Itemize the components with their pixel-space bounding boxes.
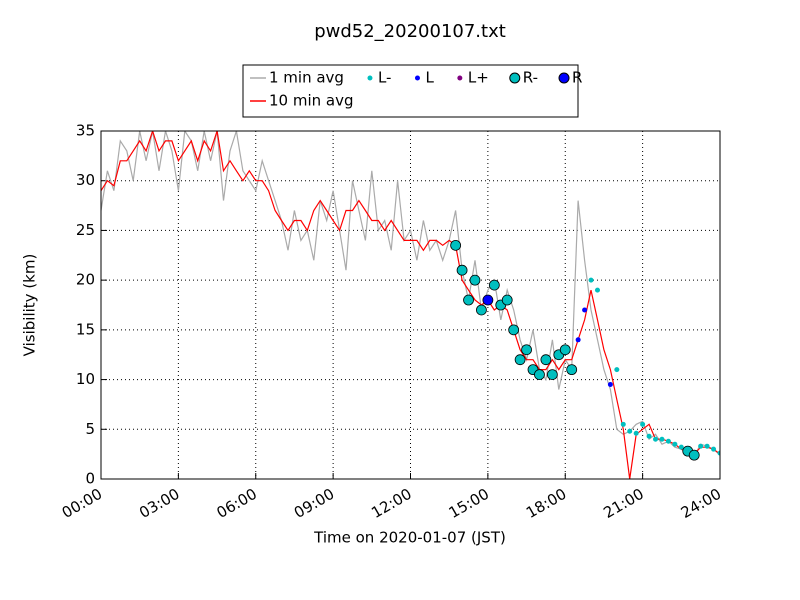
series-line [101,131,720,457]
legend-label: R- [523,69,538,87]
x-tick-label: 15:00 [446,485,492,522]
x-tick-label: 00:00 [59,485,105,522]
data-point [640,421,646,427]
data-point [582,307,588,313]
x-tick-label: 06:00 [214,485,260,522]
data-point [659,436,665,442]
data-point [717,450,720,456]
legend-label: 10 min avg [269,92,354,110]
y-tick-label: 15 [76,320,95,338]
legend-swatch [414,75,420,81]
data-point [594,287,600,293]
data-point [653,436,659,442]
plot-area [101,131,720,479]
legend-label: R [572,69,582,87]
y-tick-label: 10 [76,370,95,388]
data-point [704,443,710,449]
y-tick-label: 35 [76,122,95,140]
data-point [665,438,671,444]
data-point [463,294,474,306]
legend-box [242,64,579,118]
y-tick-label: 0 [85,470,95,488]
y-axis-label: Visibility (km) [21,254,39,357]
x-tick-label: 12:00 [368,485,414,522]
data-point [688,449,700,461]
legend-label: L [425,69,434,87]
x-axis-label: Time on 2020-01-07 (JST) [313,529,506,547]
x-tick-label: 21:00 [600,485,646,522]
x-tick-label: 09:00 [291,485,337,522]
legend-swatch [509,72,521,84]
data-point [559,344,571,356]
data-point [627,428,633,434]
legend-swatch [367,75,373,81]
data-point [620,421,626,427]
data-point [514,354,526,366]
data-point [476,304,487,316]
data-point [469,274,481,286]
data-point [678,444,684,450]
data-point [546,369,558,381]
data-point [482,294,494,306]
chart-title: pwd52_20200107.txt [314,21,506,42]
y-tick-label: 30 [76,171,95,189]
legend-swatch [457,75,463,81]
y-tick-label: 5 [85,420,95,438]
data-point [508,324,520,336]
data-point [450,239,462,251]
data-point [711,446,717,452]
data-point [566,364,578,376]
data-point [614,367,620,373]
data-point [607,382,613,388]
plot-frame [100,130,721,480]
y-tick-label: 20 [76,271,95,289]
y-tick-label: 25 [76,221,95,239]
data-point [534,369,545,381]
data-point [488,279,500,291]
legend-label: L- [378,69,392,87]
legend-label: L+ [468,69,489,87]
x-tick-label: 18:00 [523,485,569,522]
series-line [101,131,720,479]
data-point [698,443,704,449]
data-point [575,337,581,343]
data-point [456,264,468,276]
x-tick-label: 03:00 [136,485,182,522]
data-point [672,441,678,447]
data-point [588,277,594,283]
data-point [646,433,652,439]
data-point [633,430,639,436]
legend-swatch [558,72,570,84]
data-point [540,354,552,366]
data-point [521,344,532,356]
x-tick-label: 24:00 [678,485,724,522]
data-point [501,294,513,306]
legend-label: 1 min avg [269,69,344,87]
